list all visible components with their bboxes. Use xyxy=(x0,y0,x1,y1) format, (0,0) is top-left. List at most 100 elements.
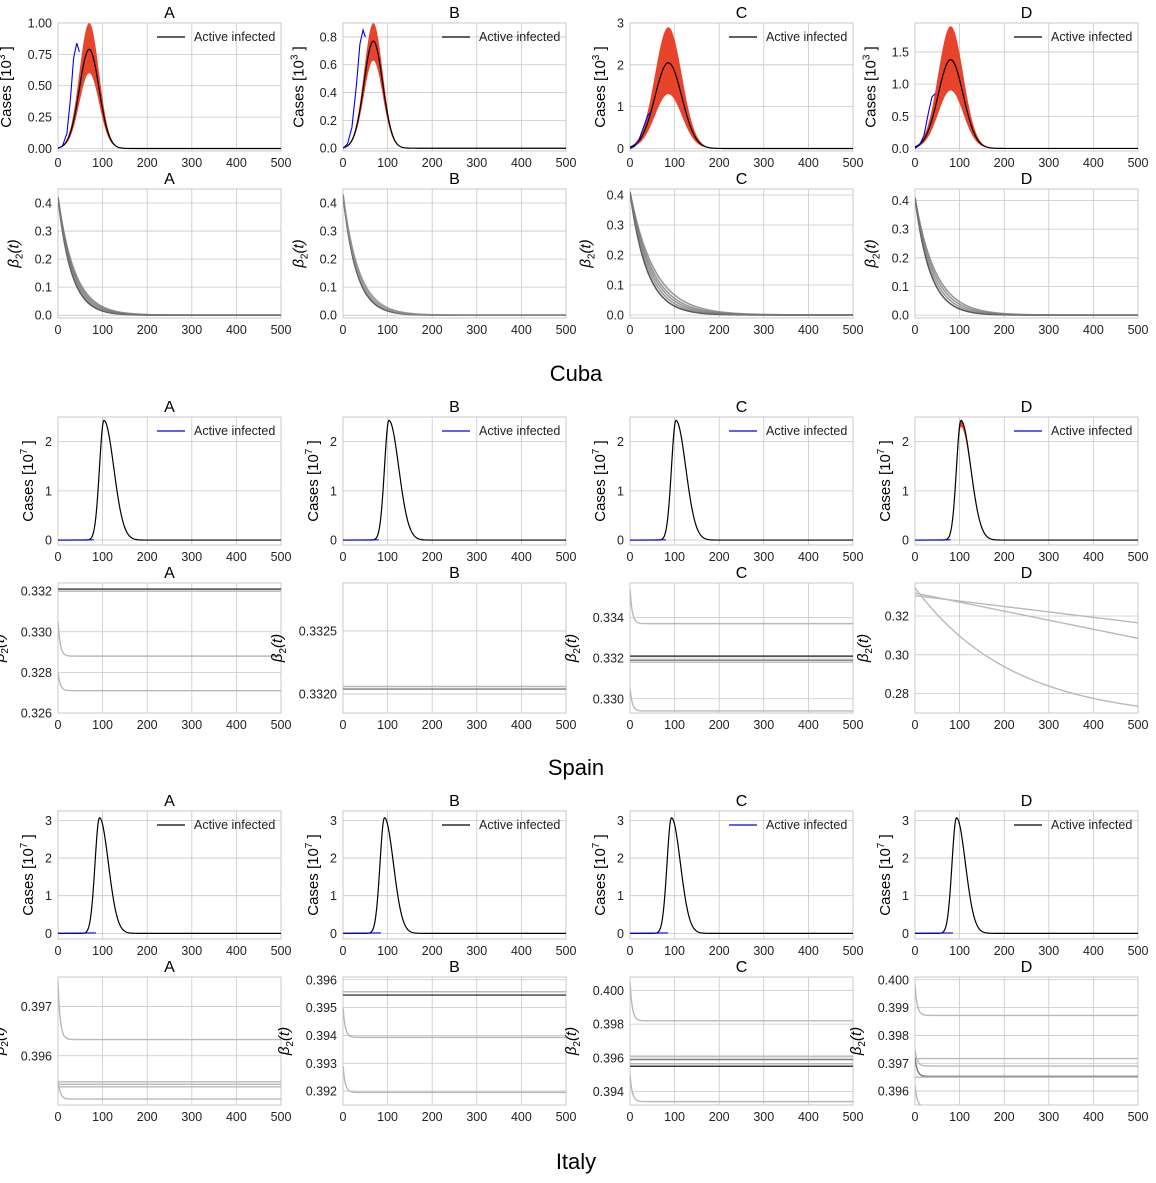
x-tick-label: 0 xyxy=(627,1110,634,1124)
x-tick-label: 300 xyxy=(1038,323,1059,337)
beta-line xyxy=(58,1080,281,1100)
panel-title: C xyxy=(736,793,748,810)
x-tick-label: 0 xyxy=(912,550,919,564)
x-tick-label: 300 xyxy=(181,718,202,732)
x-tick-label: 0 xyxy=(627,944,634,958)
y-tick-label: 0.2 xyxy=(892,251,909,265)
model-line xyxy=(915,419,1138,541)
y-tick-label: 0.397 xyxy=(878,1057,909,1071)
series-group xyxy=(58,817,281,934)
series-group xyxy=(343,419,566,541)
y-label-close: ] xyxy=(862,46,879,54)
model-line xyxy=(915,817,1138,934)
x-tick-label: 0 xyxy=(912,944,919,958)
series-group xyxy=(915,817,1138,934)
series-group xyxy=(343,991,566,1094)
y-tick-label: 0.3 xyxy=(607,219,624,233)
beta-line xyxy=(915,1049,1138,1067)
y-label-text: Cases [10 xyxy=(0,60,15,128)
x-tick-label: 500 xyxy=(1128,323,1149,337)
uncertainty-band xyxy=(915,26,1138,149)
group-title-italy: Italy xyxy=(556,1149,596,1174)
y-axis-label: β2(t) xyxy=(269,634,289,663)
y-label-exponent: 3 xyxy=(289,54,300,60)
panel-title: B xyxy=(449,565,460,582)
chart-cuba-beta-D: 0 100 200 300 400 500 0.0 0.1 0.2 0.3 0.4 Dβ2(t) xyxy=(862,171,1148,337)
plot-area xyxy=(914,810,1139,940)
y-axis-label: Cases [103 ] xyxy=(861,46,879,127)
y-tick-label: 0.2 xyxy=(607,249,624,263)
panel-title: B xyxy=(449,5,460,22)
y-tick-label: 0.4 xyxy=(320,197,337,211)
legend-label: Active infected xyxy=(194,424,275,438)
data-line xyxy=(630,111,652,149)
plot-area xyxy=(629,582,854,714)
x-tick-label: 300 xyxy=(466,323,487,337)
beta-line xyxy=(915,594,1138,624)
y-label-close: ] xyxy=(305,440,322,448)
x-tick-label: 300 xyxy=(1038,550,1059,564)
x-tick-label: 500 xyxy=(843,550,864,564)
chart-italy-cases-C: 0 100 200 300 400 500 0 1 2 3 C Cases [107 ] Active … xyxy=(591,793,864,958)
y-label-beta: β xyxy=(577,259,594,269)
x-tick-label: 0 xyxy=(340,718,347,732)
x-tick-label: 100 xyxy=(377,718,398,732)
y-tick-label: 0 xyxy=(330,927,337,941)
y-tick-label: 0.0 xyxy=(320,142,337,156)
x-tick-label: 400 xyxy=(511,156,532,170)
series-group xyxy=(343,685,566,690)
y-label-text: Cases [10 xyxy=(305,848,322,916)
y-axis-label: Cases [107 ] xyxy=(876,834,894,915)
chart-italy-beta-B: 0 100 200 300 400 500 0.392 0.393 0.394 0.395 0.39… xyxy=(276,959,576,1124)
panel-title: B xyxy=(449,171,460,188)
x-tick-label: 500 xyxy=(556,718,577,732)
y-tick-label: 1 xyxy=(617,100,624,114)
y-label-beta: β xyxy=(276,1046,293,1056)
plot-area xyxy=(57,582,282,714)
x-tick-label: 200 xyxy=(422,718,443,732)
x-tick-label: 0 xyxy=(55,718,62,732)
y-tick-label: 2 xyxy=(617,852,624,866)
y-tick-label: 0.0 xyxy=(320,309,337,323)
x-tick-label: 100 xyxy=(664,1110,685,1124)
model-line xyxy=(630,419,853,541)
y-label-beta: β xyxy=(855,653,872,663)
beta-curve xyxy=(630,191,853,316)
y-tick-label: 0.4 xyxy=(892,194,909,208)
y-label-text: Cases [10 xyxy=(877,848,894,916)
y-tick-label: 0.398 xyxy=(593,1018,624,1032)
chart-spain-cases-A: 0 100 200 300 400 500 0 1 2 A Cases [107 ] Active i… xyxy=(19,399,292,564)
y-label-tail: (t) xyxy=(0,1027,8,1041)
x-tick-label: 300 xyxy=(753,156,774,170)
x-tick-label: 200 xyxy=(709,550,730,564)
y-label-tail: (t) xyxy=(269,634,286,648)
x-tick-label: 100 xyxy=(664,550,685,564)
y-tick-label: 1.5 xyxy=(892,45,909,59)
series-group xyxy=(915,26,1138,150)
series-group xyxy=(630,589,853,712)
plot-area xyxy=(342,976,567,1106)
x-tick-label: 300 xyxy=(753,718,774,732)
beta-curve xyxy=(343,194,566,316)
y-tick-label: 2 xyxy=(902,852,909,866)
x-tick-label: 400 xyxy=(226,323,247,337)
panel-title: C xyxy=(736,399,748,416)
y-label-exponent: 7 xyxy=(591,842,602,848)
x-tick-label: 0 xyxy=(340,550,347,564)
y-axis-label: Cases [107 ] xyxy=(19,440,37,521)
y-axis-label: Cases [107 ] xyxy=(304,834,322,915)
x-tick-label: 300 xyxy=(181,550,202,564)
y-label-beta: β xyxy=(862,259,879,269)
data-line xyxy=(343,27,366,149)
x-tick-label: 400 xyxy=(1083,718,1104,732)
beta-curve xyxy=(58,197,281,316)
y-tick-label: 0.4 xyxy=(607,189,624,203)
x-tick-label: 300 xyxy=(1038,718,1059,732)
model-line xyxy=(343,817,566,934)
y-tick-label: 2 xyxy=(902,435,909,449)
x-tick-label: 300 xyxy=(753,323,774,337)
model-line xyxy=(58,48,281,150)
y-tick-label: 0 xyxy=(45,927,52,941)
y-label-sub: 2 xyxy=(299,253,310,259)
x-tick-label: 400 xyxy=(226,156,247,170)
